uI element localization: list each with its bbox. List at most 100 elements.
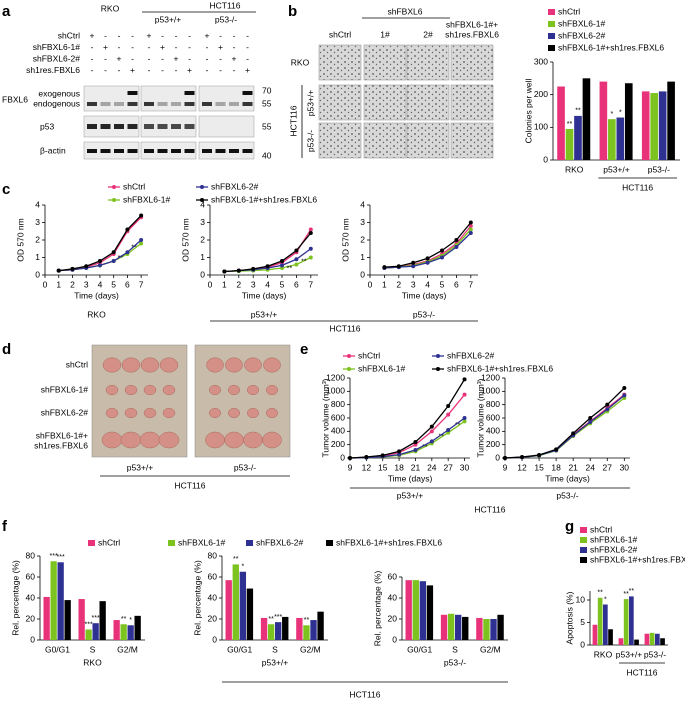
y-tick-label: 5 <box>580 617 585 627</box>
x-tick-label: 2 <box>236 279 241 289</box>
sign: + <box>103 42 108 52</box>
bar <box>43 596 50 640</box>
x-tick-label: 0 <box>368 279 373 289</box>
x-tick-label: S <box>452 644 458 654</box>
point <box>139 213 144 218</box>
point <box>429 429 434 434</box>
band <box>157 124 168 129</box>
point <box>364 455 369 459</box>
bar <box>597 597 603 645</box>
band <box>144 149 154 153</box>
point <box>588 420 593 424</box>
sign: - <box>206 53 209 63</box>
band-sub: exogenous <box>38 88 80 98</box>
band <box>87 102 97 106</box>
sign: - <box>148 53 151 63</box>
y-tick-label: 40 <box>208 592 218 602</box>
point <box>537 453 542 457</box>
panel-letter: f <box>2 518 8 535</box>
band <box>100 149 111 153</box>
point <box>503 456 507 460</box>
colony-image <box>318 84 362 121</box>
y-tick-label: 10 <box>576 594 586 604</box>
series-line <box>504 387 625 459</box>
tumor <box>209 407 221 419</box>
x-tick-label: 6 <box>454 279 459 289</box>
point <box>622 386 627 390</box>
point <box>70 266 75 271</box>
point <box>440 248 444 253</box>
group-label: p53+/+ <box>262 657 289 667</box>
y-axis-label: Colonies per well <box>523 79 533 144</box>
significance: ** <box>304 617 310 624</box>
y-tick-label: 20 <box>388 613 398 623</box>
x-tick-label: 9 <box>503 462 508 472</box>
bar <box>440 614 448 640</box>
sign: + <box>147 30 152 40</box>
legend-swatch <box>580 537 587 543</box>
panel-letter: d <box>2 341 11 358</box>
band <box>87 149 97 153</box>
y-tick-label: 0 <box>212 634 217 644</box>
bar <box>658 91 667 160</box>
band-sub: endogenous <box>33 98 80 108</box>
x-tick-label: 5 <box>280 279 285 289</box>
colony-image <box>363 84 407 121</box>
significance: *** <box>85 621 93 628</box>
x-tick-label: 1 <box>56 279 61 289</box>
point <box>454 238 459 242</box>
blot <box>83 141 140 160</box>
sign: - <box>118 30 121 40</box>
row-label: shFBXL6-1# <box>41 384 89 394</box>
bar <box>655 633 660 645</box>
point <box>411 260 416 265</box>
x-tick-label: p53+/+ <box>603 164 630 174</box>
bar <box>260 617 268 640</box>
cell-line: HCT116 <box>329 323 360 333</box>
row-label: shFBXL6-2# <box>41 407 89 417</box>
legend-swatch <box>246 540 253 546</box>
point <box>294 257 299 262</box>
y-tick-label: 200 <box>331 439 345 449</box>
x-tick-label: 3 <box>411 279 416 289</box>
sign: - <box>175 30 178 40</box>
legend-swatch <box>580 547 587 553</box>
bar <box>405 580 412 640</box>
point <box>554 447 559 452</box>
bar <box>120 624 127 640</box>
sign: - <box>175 42 178 52</box>
bar <box>565 128 574 160</box>
band <box>127 91 138 95</box>
y-tick-label: 400 <box>331 426 345 436</box>
tumor <box>143 407 157 419</box>
sign: + <box>245 65 250 75</box>
cell-line: RKO <box>101 3 120 13</box>
tumor <box>206 357 224 373</box>
point <box>56 268 61 273</box>
sign: - <box>131 42 134 52</box>
genotype: p53-/- <box>215 14 237 24</box>
panel-letter: b <box>288 3 297 20</box>
legend-marker <box>200 185 204 189</box>
y-tick-label: 200 <box>486 439 500 449</box>
bar <box>239 571 247 640</box>
sign: + <box>205 30 210 40</box>
legend-label: shFBXL6-1# <box>590 534 638 544</box>
colony-image <box>363 122 407 159</box>
series-line <box>349 394 466 459</box>
row-label: shCtrl <box>66 359 88 369</box>
point <box>382 265 387 270</box>
y-tick-label: 1 <box>200 252 205 262</box>
x-tick-label: G0/G1 <box>227 644 252 654</box>
bar <box>64 600 71 640</box>
y-axis-label: Rel. percentage (%) <box>10 560 20 636</box>
x-tick-label: p53-/- <box>648 164 670 174</box>
group-label: p53-/- <box>556 490 578 500</box>
bar <box>557 86 565 160</box>
legend-label: shFBXL6-1# <box>123 194 171 204</box>
band <box>171 149 181 153</box>
x-tick-label: 24 <box>427 462 437 472</box>
y-tick-label: 0 <box>495 452 500 462</box>
bar <box>574 115 582 160</box>
